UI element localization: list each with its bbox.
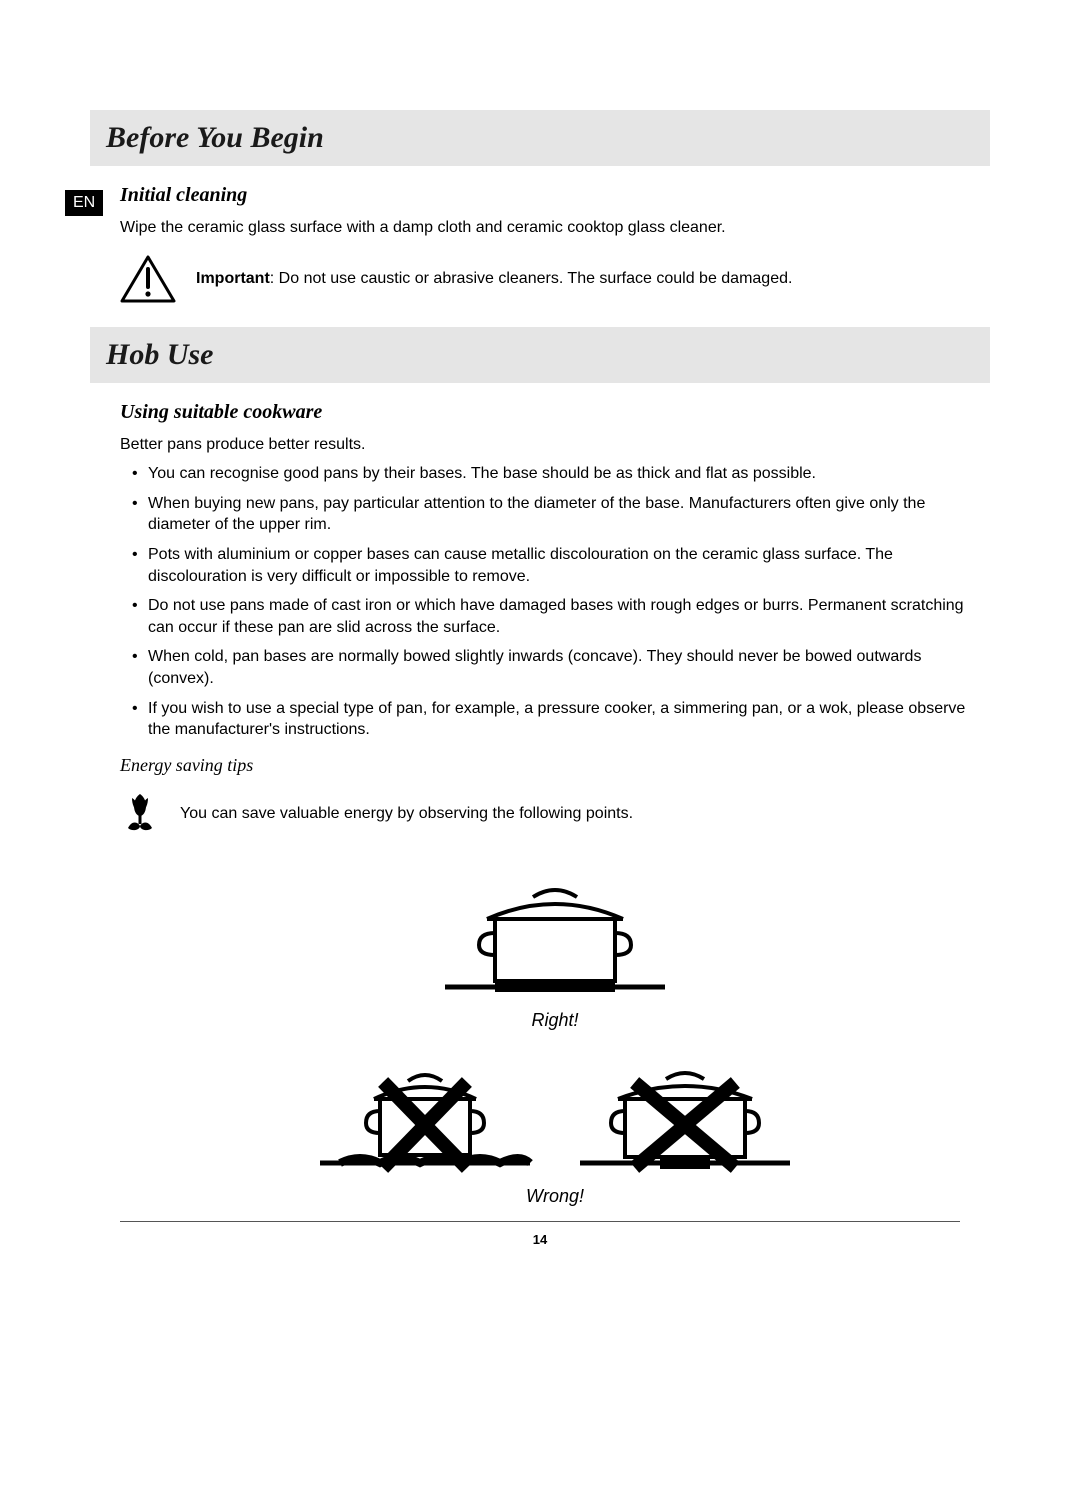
tulip-icon [120,790,160,839]
caption-wrong: Wrong! [120,1186,990,1207]
caption-right: Right! [120,1010,990,1031]
energy-tip-row: You can save valuable energy by observin… [120,790,990,839]
important-text: Important: Do not use caustic or abrasiv… [196,270,792,288]
page-number: 14 [90,1232,990,1247]
pot-wrong-small-icon [310,1045,540,1175]
list-item: You can recognise good pans by their bas… [148,463,990,485]
pot-correct-icon [415,859,695,999]
important-label: Important [196,270,270,287]
body-text: Better pans produce better results. [120,434,990,456]
figure-wrong: Wrong! [120,1045,990,1207]
list-item: When cold, pan bases are normally bowed … [148,646,990,689]
figure-right: Right! [120,859,990,1031]
list-item: Pots with aluminium or copper bases can … [148,544,990,587]
list-item: When buying new pans, pay particular att… [148,493,990,536]
list-item: If you wish to use a special type of pan… [148,698,990,741]
warning-triangle-icon [120,255,176,303]
subheading-initial-cleaning: Initial cleaning [120,184,990,207]
subheading-suitable-cookware: Using suitable cookware [120,401,990,424]
section-bar-hob-use: Hob Use [90,327,990,383]
subheading-energy-tips: Energy saving tips [120,755,990,776]
footer-rule [120,1221,960,1222]
list-item: Do not use pans made of cast iron or whi… [148,595,990,638]
important-body: : Do not use caustic or abrasive cleaner… [270,270,793,287]
section-bar-before-you-begin: Before You Begin [90,110,990,166]
section2-content: Using suitable cookware Better pans prod… [90,401,990,1207]
section-title: Hob Use [106,338,214,372]
manual-page: EN Before You Begin Initial cleaning Wip… [0,0,1080,1287]
cookware-bullet-list: You can recognise good pans by their bas… [120,463,990,741]
pot-wrong-large-icon [570,1045,800,1175]
language-tag: EN [65,190,103,216]
energy-tip-text: You can save valuable energy by observin… [180,803,633,825]
section1-content: Initial cleaning Wipe the ceramic glass … [90,184,990,303]
body-text: Wipe the ceramic glass surface with a da… [120,217,990,239]
important-callout: Important: Do not use caustic or abrasiv… [120,255,990,303]
section-title: Before You Begin [106,121,324,155]
